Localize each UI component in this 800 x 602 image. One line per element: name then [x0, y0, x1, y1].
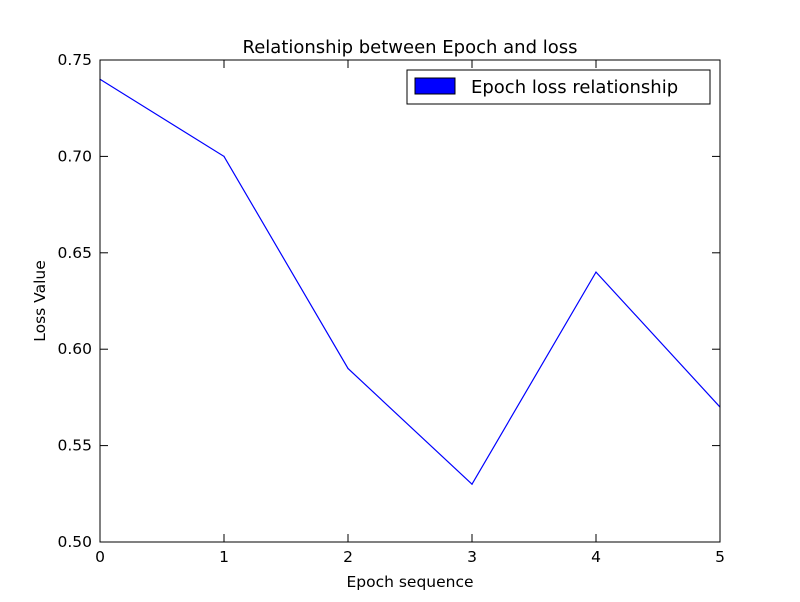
chart-title: Relationship between Epoch and loss: [243, 37, 578, 58]
y-tick-label: 0.70: [57, 147, 92, 165]
x-tick-label: 1: [219, 548, 229, 566]
plot-area-frame: [99, 59, 721, 543]
x-tick-label: 4: [591, 548, 601, 566]
y-tick-label: 0.60: [57, 340, 92, 358]
y-tick-label: 0.75: [57, 51, 92, 69]
x-tick-label: 2: [343, 548, 353, 566]
legend: Epoch loss relationship: [406, 69, 711, 105]
series-point: [471, 483, 473, 485]
y-tick-label: 0.65: [57, 244, 92, 262]
y-tick-label: 0.50: [57, 533, 92, 551]
x-axis-label: Epoch sequence: [346, 573, 473, 591]
series-line-0: [99, 78, 721, 486]
x-tick-label: 5: [715, 548, 725, 566]
legend-label: Epoch loss relationship: [471, 77, 678, 98]
x-tick-label: 0: [95, 548, 105, 566]
series-point: [595, 271, 597, 273]
legend-box: [406, 69, 711, 105]
y-tick-label: 0.55: [57, 437, 92, 455]
legend-swatch: [414, 77, 456, 95]
series-point: [223, 155, 225, 157]
series-point: [347, 367, 349, 370]
ticks-layer: 0 1 2 3 4 5 0.50 0.55 0.60 0.65 0.70 0.75: [57, 51, 724, 566]
y-axis-label: Loss Value: [31, 260, 49, 342]
x-tick-label: 3: [467, 548, 477, 566]
